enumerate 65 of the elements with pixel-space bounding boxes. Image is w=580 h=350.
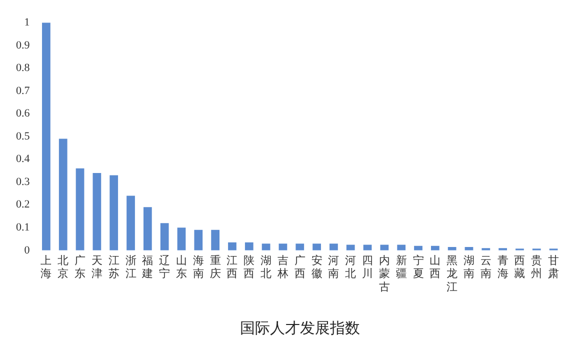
y-tick-label: 0.4: [16, 153, 30, 166]
x-tick-label: 山东: [176, 254, 187, 280]
x-tick-label: 天津: [91, 254, 102, 280]
x-tick-label: 宁夏: [412, 254, 424, 280]
x-tick-label: 福建: [141, 254, 154, 280]
x-tick-label: 吉林: [276, 254, 288, 280]
bar: [296, 244, 304, 250]
x-tick-label: 浙江: [125, 254, 136, 280]
y-tick-label: 0.5: [16, 130, 30, 142]
y-tick-label: 0.6: [16, 108, 30, 120]
x-tick-label: 湖南: [463, 254, 474, 280]
x-tick-label: 湖北: [260, 254, 272, 280]
x-tick-label: 青海: [497, 254, 508, 280]
bar: [76, 168, 84, 250]
bar: [278, 244, 288, 250]
x-tick-label: 四川: [362, 254, 374, 280]
x-tick-label: 北京: [58, 254, 69, 280]
x-tick-label: 陕西: [244, 254, 255, 280]
y-tick-label: 0.3: [16, 176, 30, 188]
bar: [397, 244, 406, 250]
x-tick-label: 甘肃: [548, 254, 560, 280]
y-tick-label: 0.2: [16, 198, 30, 211]
y-tick-label: 0.9: [16, 39, 30, 52]
bar: [42, 22, 50, 250]
y-tick-label: 0.8: [16, 62, 30, 74]
x-tick-label: 广西: [294, 254, 306, 280]
x-tick-label: 山西: [430, 254, 441, 280]
bar: [177, 228, 186, 250]
bar: [330, 244, 338, 250]
bar: [92, 172, 102, 250]
bar: [312, 244, 321, 250]
x-tick-label: 广东: [74, 254, 86, 280]
bar: [380, 244, 389, 250]
x-tick-label: 黑龙江: [446, 254, 458, 294]
bar: [160, 223, 169, 250]
x-tick-label: 云南: [480, 254, 492, 280]
bar: [211, 230, 220, 250]
x-tick-label: 河南: [328, 254, 340, 280]
bar: [262, 244, 270, 250]
bar: [194, 230, 203, 250]
bar: [228, 242, 236, 250]
x-tick-label: 西藏: [514, 254, 526, 280]
x-tick-label: 上海: [40, 254, 52, 280]
x-tick-label: 安徽: [311, 254, 322, 280]
x-tick-label: 贵州: [531, 254, 542, 280]
y-tick-label: 1: [24, 16, 30, 28]
x-tick-label: 辽宁: [159, 254, 170, 280]
bar: [110, 175, 118, 250]
y-tick-label: 0: [24, 244, 30, 256]
x-tick-label: 江西: [226, 254, 238, 280]
x-tick-label: 新疆: [396, 254, 407, 280]
x-tick-label: 河北: [345, 254, 356, 280]
bar: [244, 242, 254, 250]
x-axis-title: 国际人才发展指数: [240, 320, 360, 338]
y-tick-label: 0.7: [16, 84, 30, 97]
x-tick-label: 海南: [192, 254, 204, 280]
x-tick-label: 重庆: [210, 254, 221, 280]
bar: [346, 244, 355, 250]
x-tick-label: 江苏: [108, 254, 120, 280]
x-tick-label: 内蒙古: [378, 254, 390, 294]
bar: [143, 207, 152, 250]
bar: [126, 196, 135, 250]
bar: [363, 244, 372, 250]
y-tick-label: 0.1: [16, 222, 30, 234]
bar: [58, 138, 68, 250]
